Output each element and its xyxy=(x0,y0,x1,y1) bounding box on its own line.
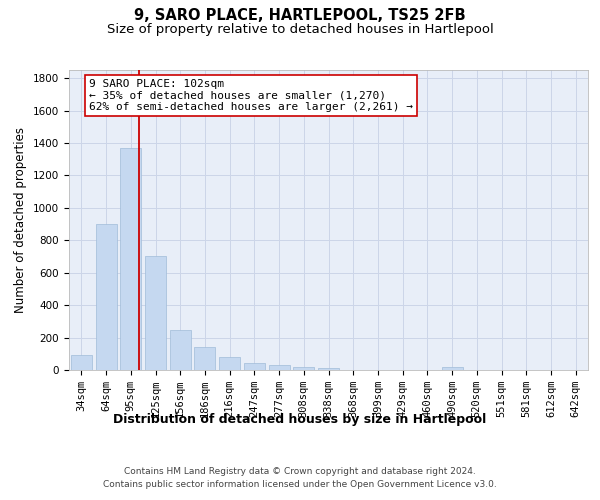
Bar xyxy=(269,366,290,370)
Text: Contains public sector information licensed under the Open Government Licence v3: Contains public sector information licen… xyxy=(103,480,497,489)
Bar xyxy=(318,368,339,370)
Bar xyxy=(442,367,463,370)
Bar xyxy=(194,348,215,370)
Text: Distribution of detached houses by size in Hartlepool: Distribution of detached houses by size … xyxy=(113,412,487,426)
Text: Contains HM Land Registry data © Crown copyright and database right 2024.: Contains HM Land Registry data © Crown c… xyxy=(124,468,476,476)
Text: Size of property relative to detached houses in Hartlepool: Size of property relative to detached ho… xyxy=(107,22,493,36)
Bar xyxy=(293,367,314,370)
Text: 9 SARO PLACE: 102sqm
← 35% of detached houses are smaller (1,270)
62% of semi-de: 9 SARO PLACE: 102sqm ← 35% of detached h… xyxy=(89,79,413,112)
Bar xyxy=(145,256,166,370)
Y-axis label: Number of detached properties: Number of detached properties xyxy=(14,127,28,313)
Text: 9, SARO PLACE, HARTLEPOOL, TS25 2FB: 9, SARO PLACE, HARTLEPOOL, TS25 2FB xyxy=(134,8,466,22)
Bar xyxy=(71,356,92,370)
Bar xyxy=(95,224,116,370)
Bar xyxy=(120,148,141,370)
Bar xyxy=(219,357,240,370)
Bar xyxy=(244,362,265,370)
Bar xyxy=(170,330,191,370)
